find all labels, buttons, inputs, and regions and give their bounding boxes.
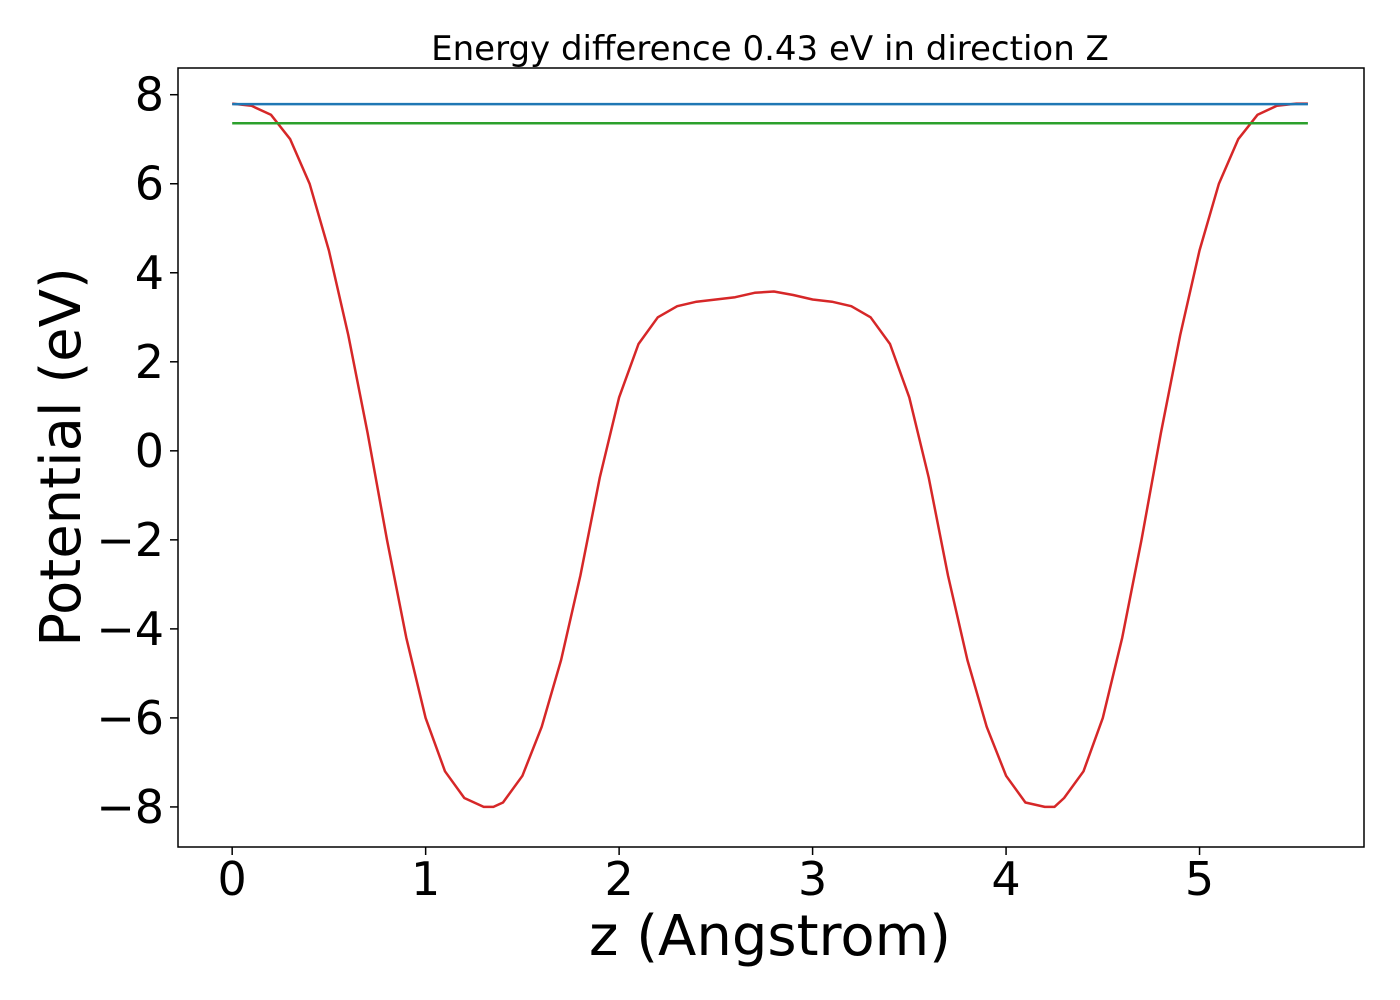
series-line-potential-curve	[232, 102, 1308, 809]
axes-layer: 0 1 2 3 4 5 −8 −6 −4 −2 0 2 4 6 8	[96, 67, 1365, 906]
y-tick-label: −4	[96, 602, 164, 656]
series-layer	[232, 102, 1308, 809]
y-tick-label: 2	[135, 335, 164, 389]
x-tick-label: 1	[411, 852, 440, 906]
y-tick-label: 8	[135, 68, 164, 122]
x-axis-label: z (Angstrom)	[589, 904, 951, 969]
y-tick-label: 6	[135, 157, 164, 211]
chart-title: Energy difference 0.43 eV in direction Z	[431, 29, 1109, 69]
plot-frame	[177, 67, 1365, 848]
y-tick-label: 0	[135, 424, 164, 478]
y-tick-label: −6	[96, 691, 164, 745]
y-tick-label: −2	[96, 513, 164, 567]
y-tick-label: 4	[135, 246, 164, 300]
x-tick-label: 4	[991, 852, 1020, 906]
x-tick-label: 3	[798, 852, 827, 906]
x-tick-label: 2	[604, 852, 633, 906]
y-axis-label: Potential (eV)	[29, 267, 94, 647]
y-tick-label: −8	[96, 780, 164, 834]
x-tick-label: 0	[218, 852, 247, 906]
x-tick-label: 5	[1185, 852, 1214, 906]
